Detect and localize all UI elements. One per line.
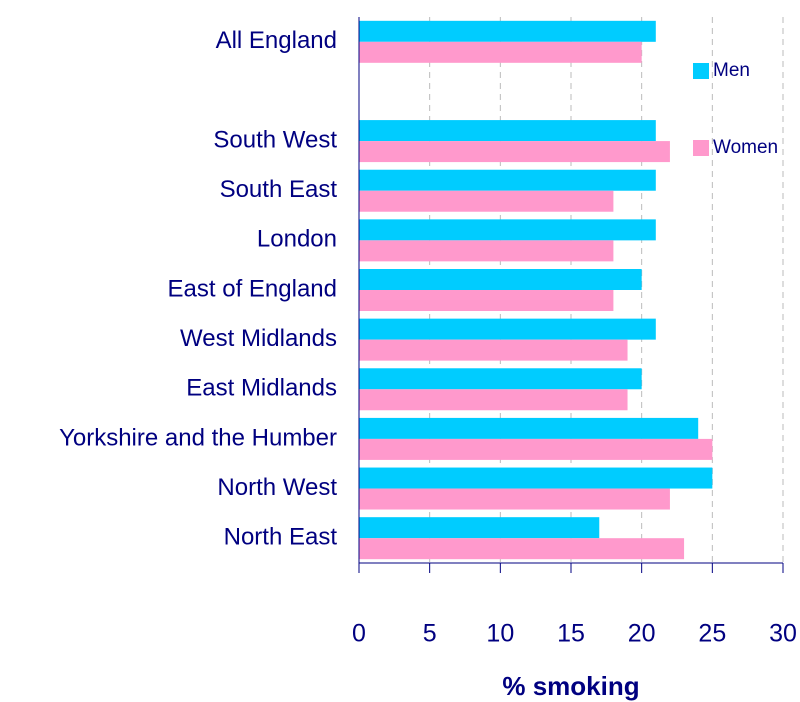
x-tick-label: 20 (628, 620, 656, 648)
x-tick-label: 25 (698, 620, 726, 648)
bar (359, 41, 642, 63)
y-tick-label: West Midlands (180, 325, 337, 352)
bar (359, 538, 685, 560)
legend-label: Men (713, 60, 750, 81)
bar (359, 240, 614, 262)
y-tick-label: All England (216, 27, 337, 54)
bar (359, 417, 699, 439)
x-tick-label: 0 (352, 620, 366, 648)
x-axis-label: % smoking (502, 671, 639, 701)
bar (359, 517, 600, 539)
bar (359, 488, 670, 510)
legend-swatch (693, 63, 709, 79)
bar (359, 467, 713, 489)
x-tick-label: 30 (769, 620, 797, 648)
bar (359, 290, 614, 311)
x-tick-label: 15 (557, 620, 585, 648)
y-tick-label: Yorkshire and the Humber (59, 424, 337, 451)
y-tick-label: London (257, 226, 337, 253)
bar (359, 368, 642, 390)
y-tick-label: South West (213, 126, 337, 153)
bar (359, 20, 656, 42)
bar (359, 389, 628, 411)
x-tick-label: 10 (486, 620, 514, 648)
x-tick-label: 5 (423, 620, 437, 648)
bar (359, 120, 656, 142)
bar (359, 269, 642, 290)
bar (359, 169, 656, 191)
bar (359, 339, 628, 361)
bar (359, 141, 670, 163)
bar (359, 318, 656, 340)
y-tick-label: North West (217, 474, 337, 501)
y-tick-label: North East (224, 524, 338, 551)
bar (359, 219, 656, 241)
legend-label: Women (713, 137, 778, 158)
y-tick-label: East of England (168, 275, 337, 302)
bar (359, 190, 614, 212)
y-tick-label: South East (220, 176, 338, 203)
y-tick-label: East Midlands (186, 375, 337, 402)
legend-swatch (693, 140, 709, 156)
bar (359, 438, 713, 460)
